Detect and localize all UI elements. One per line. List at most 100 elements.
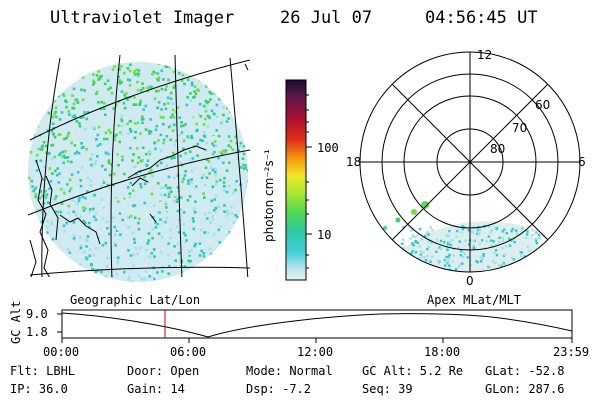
- emission-pixel: [202, 267, 205, 271]
- polar-emission-pixel: [523, 255, 526, 258]
- emission-pixel: [224, 150, 227, 154]
- emission-pixel: [95, 263, 99, 267]
- emission-pixel: [48, 187, 51, 190]
- emission-pixel: [45, 225, 49, 229]
- emission-pixel: [81, 116, 85, 119]
- emission-pixel: [208, 172, 211, 175]
- emission-pixel: [103, 101, 106, 105]
- emission-pixel: [96, 133, 100, 137]
- colorbar-label-100: 100: [317, 141, 339, 155]
- emission-pixel: [88, 248, 92, 251]
- emission-pixel: [184, 170, 187, 173]
- image-date: 26 Jul 07: [280, 8, 373, 28]
- polar-emission-pixel: [426, 248, 429, 251]
- emission-pixel: [233, 209, 236, 213]
- polar-emission-pixel: [403, 267, 406, 271]
- emission-pixel: [59, 210, 63, 214]
- emission-pixel: [35, 103, 39, 106]
- emission-pixel: [126, 66, 130, 70]
- emission-pixel: [53, 112, 56, 116]
- emission-pixel: [184, 240, 187, 244]
- emission-pixel: [33, 70, 37, 73]
- emission-pixel: [98, 212, 102, 215]
- emission-pixel: [202, 203, 205, 206]
- emission-pixel: [198, 242, 202, 245]
- emission-pixel: [202, 277, 206, 281]
- emission-pixel: [49, 268, 52, 272]
- emission-pixel: [234, 254, 238, 258]
- emission-pixel: [246, 107, 248, 110]
- emission-pixel: [198, 254, 202, 257]
- polar-emission-pixel: [523, 267, 526, 270]
- emission-pixel: [203, 186, 207, 190]
- emission-pixel: [151, 173, 155, 177]
- polar-emission-pixel: [451, 260, 455, 263]
- emission-pixel: [224, 231, 228, 235]
- emission-pixel: [214, 258, 217, 262]
- instrument-title: Ultraviolet Imager: [50, 8, 235, 28]
- emission-pixel: [211, 185, 215, 189]
- emission-pixel: [48, 76, 51, 80]
- emission-pixel: [89, 184, 93, 187]
- emission-pixel: [66, 156, 70, 159]
- emission-pixel: [204, 184, 207, 187]
- emission-pixel: [174, 159, 178, 163]
- emission-pixel: [138, 103, 141, 106]
- polar-emission-pixel: [535, 239, 538, 242]
- emission-pixel: [141, 252, 145, 256]
- emission-pixel: [176, 256, 179, 260]
- emission-pixel: [100, 231, 103, 235]
- emission-pixel: [195, 122, 198, 126]
- emission-pixel: [179, 208, 183, 211]
- emission-pixel: [133, 96, 136, 99]
- emission-pixel: [142, 217, 145, 221]
- emission-pixel: [221, 93, 224, 96]
- emission-pixel: [60, 212, 64, 215]
- emission-pixel: [38, 197, 42, 200]
- emission-pixel: [51, 237, 55, 241]
- emission-pixel: [104, 275, 108, 278]
- emission-pixel: [150, 86, 154, 89]
- emission-pixel: [76, 101, 80, 104]
- emission-pixel: [192, 227, 196, 231]
- emission-pixel: [153, 97, 157, 101]
- emission-pixel: [128, 84, 132, 87]
- emission-pixel: [229, 110, 232, 113]
- emission-pixel: [157, 89, 160, 93]
- emission-pixel: [80, 88, 83, 92]
- emission-pixel: [107, 164, 111, 168]
- emission-pixel: [199, 244, 203, 247]
- emission-pixel: [144, 128, 148, 131]
- emission-pixel: [80, 142, 83, 145]
- polar-emission-pixel: [444, 260, 447, 263]
- emission-pixel: [244, 268, 247, 272]
- image-time: 04:56:45 UT: [425, 8, 538, 28]
- emission-pixel: [244, 208, 248, 211]
- emission-pixel: [234, 236, 238, 240]
- emission-pixel: [215, 95, 218, 99]
- emission-pixel: [156, 271, 159, 274]
- emission-pixel: [59, 261, 63, 265]
- emission-pixel: [86, 111, 90, 114]
- emission-pixel: [141, 82, 144, 85]
- emission-pixel: [40, 220, 44, 224]
- emission-pixel: [133, 241, 136, 244]
- emission-pixel: [221, 248, 224, 252]
- emission-pixel: [54, 169, 57, 173]
- emission-pixel: [132, 237, 136, 241]
- emission-pixel: [141, 214, 145, 217]
- emission-pixel: [184, 123, 187, 126]
- emission-pixel: [179, 154, 182, 158]
- emission-pixel: [171, 129, 175, 132]
- polar-emission-pixel: [401, 238, 405, 241]
- emission-pixel: [66, 247, 70, 251]
- emission-pixel: [79, 279, 82, 282]
- emission-pixel: [110, 144, 113, 148]
- colorbar-minor-ticks: [306, 94, 309, 269]
- emission-pixel: [164, 201, 167, 205]
- emission-pixel: [168, 198, 172, 201]
- emission-pixel: [209, 98, 212, 101]
- emission-pixel: [50, 266, 54, 270]
- emission-pixel: [56, 210, 60, 214]
- emission-pixel: [219, 151, 223, 154]
